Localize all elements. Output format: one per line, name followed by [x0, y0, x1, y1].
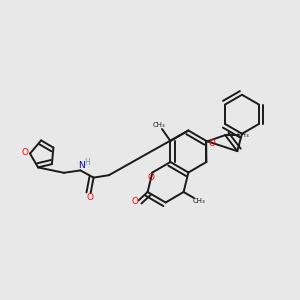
Text: CH₃: CH₃	[193, 198, 206, 204]
Text: O: O	[86, 193, 94, 202]
Text: O: O	[21, 148, 28, 157]
Text: O: O	[208, 139, 215, 148]
Text: CH₃: CH₃	[237, 132, 250, 138]
Text: O: O	[131, 197, 138, 206]
Text: CH₃: CH₃	[153, 122, 165, 128]
Text: H: H	[84, 158, 90, 167]
Text: O: O	[147, 173, 155, 182]
Text: N: N	[79, 161, 85, 170]
